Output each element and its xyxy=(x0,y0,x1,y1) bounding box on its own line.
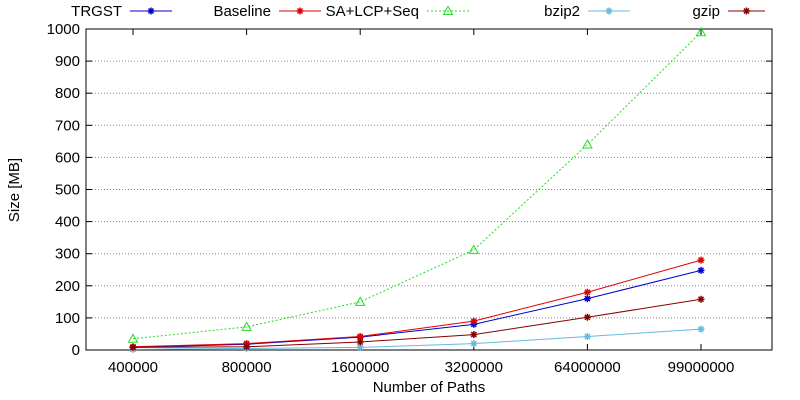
data-point-stroke xyxy=(697,257,705,264)
data-point-stroke xyxy=(147,7,155,15)
legend-label: bzip2 xyxy=(544,3,580,20)
series-bzip2 xyxy=(129,325,705,353)
legend-entry-baseline: Baseline xyxy=(213,3,321,20)
data-point xyxy=(356,338,364,346)
data-point xyxy=(583,313,591,321)
data-point xyxy=(442,5,454,15)
data-point xyxy=(296,7,304,15)
series-line xyxy=(132,259,702,348)
x-tick-label: 64000000 xyxy=(554,359,621,376)
y-tick-label: 700 xyxy=(55,117,80,134)
data-point-stroke xyxy=(743,7,750,15)
data-point xyxy=(697,325,705,333)
x-tick-label: 800000 xyxy=(222,359,272,376)
data-point-stroke xyxy=(697,296,705,303)
series-gzip xyxy=(129,295,705,351)
data-point-stroke xyxy=(243,343,250,350)
x-tick-label: 99000000 xyxy=(668,359,735,376)
data-point xyxy=(470,331,478,339)
data-point xyxy=(695,26,707,37)
data-point-stroke xyxy=(697,326,705,333)
data-point xyxy=(127,333,139,343)
data-point xyxy=(470,317,478,325)
legend: TRGST Baseline SA+LCP+Seq bzip2 gzip xyxy=(71,3,765,20)
data-point-stroke xyxy=(357,333,364,340)
legend-label: SA+LCP+Seq xyxy=(326,3,419,20)
y-axis-label: Size [MB] xyxy=(6,158,23,222)
data-point xyxy=(147,7,155,15)
y-tick-label: 400 xyxy=(55,214,80,231)
series-line xyxy=(132,328,702,350)
x-axis-ticks: 400000 800000 1600000 3200000 64000000 990000… xyxy=(108,29,734,376)
series-group xyxy=(127,26,707,353)
data-point xyxy=(468,244,480,254)
data-point-stroke xyxy=(470,331,477,338)
legend-entry-gzip: gzip xyxy=(692,3,765,20)
data-point xyxy=(697,256,705,264)
y-tick-label: 0 xyxy=(72,342,80,359)
data-point-stroke xyxy=(470,340,477,347)
data-point-stroke xyxy=(584,295,591,302)
data-point xyxy=(605,7,613,15)
legend-entry-sa-lcp-seq: SA+LCP+Seq xyxy=(326,3,469,20)
grid-lines xyxy=(86,60,772,319)
data-point xyxy=(582,139,593,149)
data-point-stroke xyxy=(470,318,477,325)
y-tick-label: 800 xyxy=(55,85,80,102)
y-tick-label: 200 xyxy=(55,278,80,295)
x-axis-label: Number of Paths xyxy=(373,379,486,396)
data-point xyxy=(470,340,478,348)
y-tick-label: 1000 xyxy=(47,21,80,38)
series-line xyxy=(132,31,702,340)
legend-label: Baseline xyxy=(213,3,271,20)
legend-entry-trgst: TRGST xyxy=(71,3,172,20)
series-sa-lcp-seq xyxy=(127,26,707,343)
data-point xyxy=(243,343,251,351)
data-point xyxy=(354,296,366,306)
data-point-stroke xyxy=(296,7,304,15)
y-axis-ticks: 0 100 200 300 400 500 600 700 800 900 1000 xyxy=(47,21,772,359)
data-point xyxy=(583,288,591,296)
y-tick-label: 300 xyxy=(55,246,80,263)
data-point-stroke xyxy=(584,333,591,340)
data-point xyxy=(129,343,137,351)
legend-entry-bzip2: bzip2 xyxy=(544,3,630,20)
data-point xyxy=(583,295,591,303)
data-point xyxy=(743,7,750,15)
data-point xyxy=(583,333,591,341)
data-point-stroke xyxy=(357,344,364,351)
series-line xyxy=(132,298,702,348)
x-tick-label: 400000 xyxy=(108,359,158,376)
y-tick-label: 600 xyxy=(55,149,80,166)
data-point-stroke xyxy=(697,267,705,274)
data-point-stroke xyxy=(605,7,613,15)
data-point xyxy=(697,266,705,274)
x-tick-label: 3200000 xyxy=(445,359,503,376)
data-point-stroke xyxy=(584,289,591,296)
x-tick-label: 1600000 xyxy=(331,359,389,376)
data-point xyxy=(697,295,705,303)
y-tick-label: 500 xyxy=(55,182,80,199)
data-point-stroke xyxy=(129,344,137,351)
data-point xyxy=(241,321,252,331)
data-point-stroke xyxy=(357,338,364,346)
data-point-stroke xyxy=(584,314,591,321)
series-baseline xyxy=(129,256,705,351)
data-point xyxy=(356,343,364,351)
series-line xyxy=(132,269,702,348)
y-tick-label: 100 xyxy=(55,310,80,327)
legend-label: TRGST xyxy=(71,3,122,20)
y-tick-label: 900 xyxy=(55,53,80,70)
legend-label: gzip xyxy=(692,3,720,20)
